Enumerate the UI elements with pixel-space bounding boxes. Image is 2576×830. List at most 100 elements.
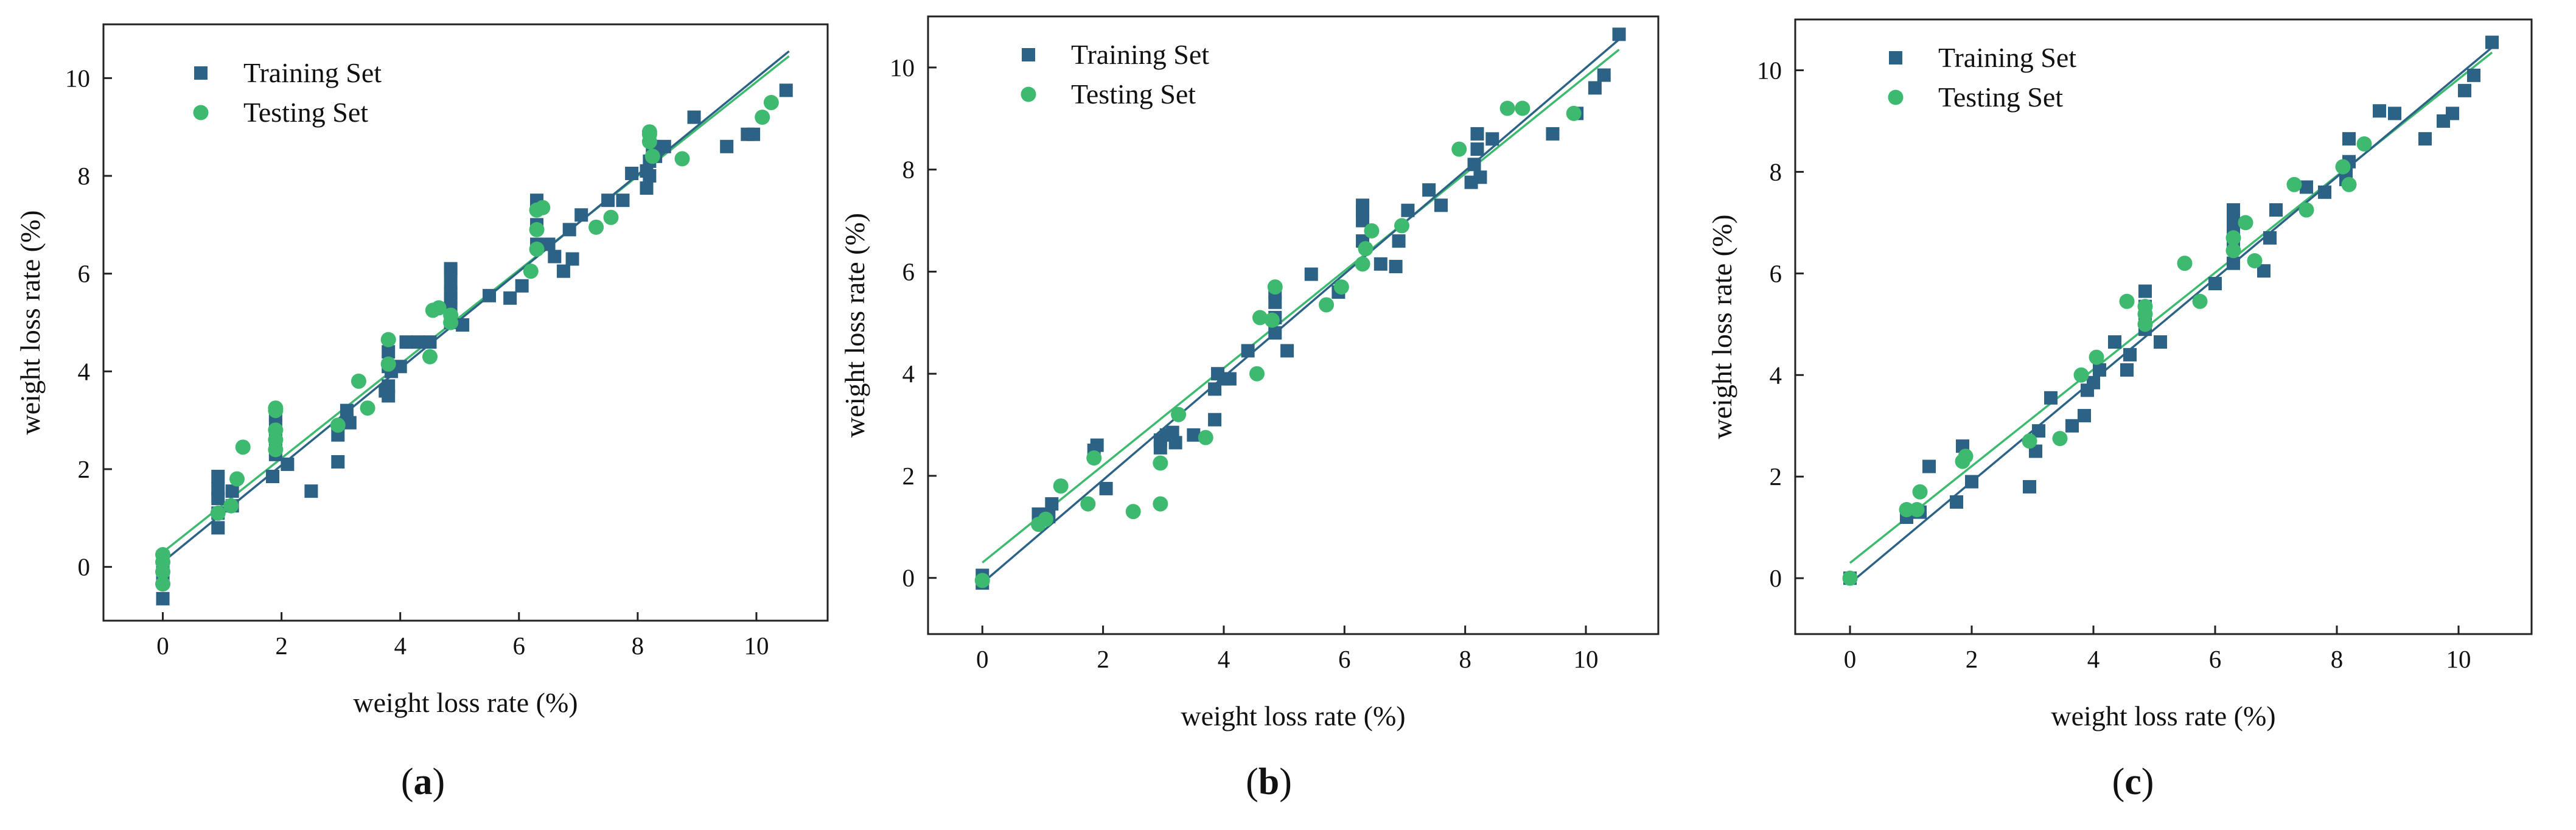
training-point (747, 127, 761, 141)
training-point (2227, 256, 2240, 270)
x-tick-label: 10 (1573, 645, 1598, 673)
testing-point (2286, 176, 2302, 192)
testing-point (268, 400, 284, 416)
y-tick-label: 0 (1770, 564, 1782, 592)
training-point (720, 139, 734, 153)
legend-testing-label: Testing Set (1071, 78, 1196, 110)
testing-point (1198, 430, 1213, 445)
training-point (687, 110, 701, 124)
testing-point (1515, 100, 1531, 116)
testing-point (1171, 406, 1187, 422)
training-point (515, 279, 529, 293)
training-point (565, 252, 579, 266)
training-point (2208, 277, 2222, 291)
training-point (1612, 27, 1626, 41)
testing-point (2192, 293, 2208, 309)
legend-training-label: Training Set (1071, 39, 1209, 70)
testing-point (1912, 484, 1928, 500)
testing-point (1249, 366, 1265, 382)
training-point (625, 167, 639, 180)
training-point (1241, 344, 1255, 358)
training-point (2388, 106, 2401, 120)
training-point (340, 403, 354, 417)
testing-point (2356, 136, 2372, 152)
training-point (1473, 170, 1487, 184)
y-tick-label: 4 (1770, 361, 1782, 389)
training-point (2418, 132, 2432, 146)
y-axis-label: weight loss rate (%) (1706, 214, 1737, 439)
training-point (211, 482, 225, 496)
training-point (1422, 183, 1436, 197)
training-point (393, 360, 407, 374)
testing-point (603, 209, 619, 225)
testing-point (1499, 100, 1515, 116)
testing-point (529, 221, 545, 237)
testing-point (1153, 455, 1168, 471)
legend-training-marker (1022, 48, 1035, 61)
training-point (1922, 459, 1936, 473)
x-tick-label: 2 (1966, 645, 1978, 673)
testing-point (1153, 496, 1168, 512)
x-tick-label: 2 (1097, 645, 1109, 673)
testing-point (1080, 496, 1096, 512)
y-tick-label: 10 (65, 64, 90, 92)
training-point (2087, 375, 2100, 389)
training-point (423, 335, 437, 349)
testing-point (2335, 159, 2351, 175)
x-tick-label: 2 (275, 632, 288, 660)
training-point (1168, 436, 1182, 450)
training-point (2263, 231, 2277, 245)
training-point (2044, 391, 2058, 405)
training-point (574, 208, 588, 222)
testing-point (644, 148, 660, 164)
testing-point (1958, 448, 1974, 464)
training-point (444, 276, 458, 290)
y-tick-label: 8 (78, 162, 91, 190)
testing-point (235, 439, 251, 455)
training-point (1268, 326, 1282, 340)
x-axis-label: weight loss rate (%) (353, 687, 578, 718)
testing-point (223, 498, 239, 514)
training-point (2342, 132, 2356, 146)
testing-point (674, 151, 690, 167)
legend: Training Set Testing Set (1888, 42, 2076, 113)
training-point (1268, 295, 1282, 309)
training-point (556, 264, 570, 278)
legend-training-label: Training Set (243, 57, 382, 88)
x-tick-label: 0 (1844, 645, 1857, 673)
testing-point (2022, 433, 2037, 449)
testing-point (529, 242, 545, 257)
testing-point (974, 573, 990, 588)
legend: Training Set Testing Set (193, 57, 382, 128)
testing-fit-line (982, 49, 1620, 563)
x-tick-label: 10 (744, 632, 769, 660)
training-point (2123, 347, 2137, 361)
testing-point (755, 110, 770, 125)
testing-point (1053, 478, 1069, 494)
training-point (2078, 409, 2091, 423)
y-tick-label: 4 (78, 357, 91, 385)
testing-point (1086, 450, 1102, 466)
training-point (503, 291, 517, 305)
training-point (542, 237, 556, 251)
y-axis-label: weight loss rate (%) (15, 210, 46, 434)
y-tick-label: 10 (890, 54, 915, 82)
training-point (640, 181, 654, 195)
testing-point (535, 200, 551, 215)
training-point (2093, 363, 2106, 377)
training-point (2023, 480, 2036, 493)
training-point (1208, 382, 1222, 396)
training-point (1485, 132, 1499, 146)
training-point (2446, 106, 2459, 120)
training-point (281, 457, 295, 471)
training-point (2300, 180, 2313, 194)
training-point (444, 262, 458, 276)
testing-point (330, 417, 346, 433)
training-point (343, 416, 357, 430)
training-point (779, 83, 793, 97)
x-tick-label: 6 (1338, 645, 1351, 673)
testing-point (210, 505, 226, 521)
y-tick-label: 8 (1770, 158, 1782, 186)
training-point (1356, 198, 1370, 212)
testing-point (1125, 504, 1141, 520)
